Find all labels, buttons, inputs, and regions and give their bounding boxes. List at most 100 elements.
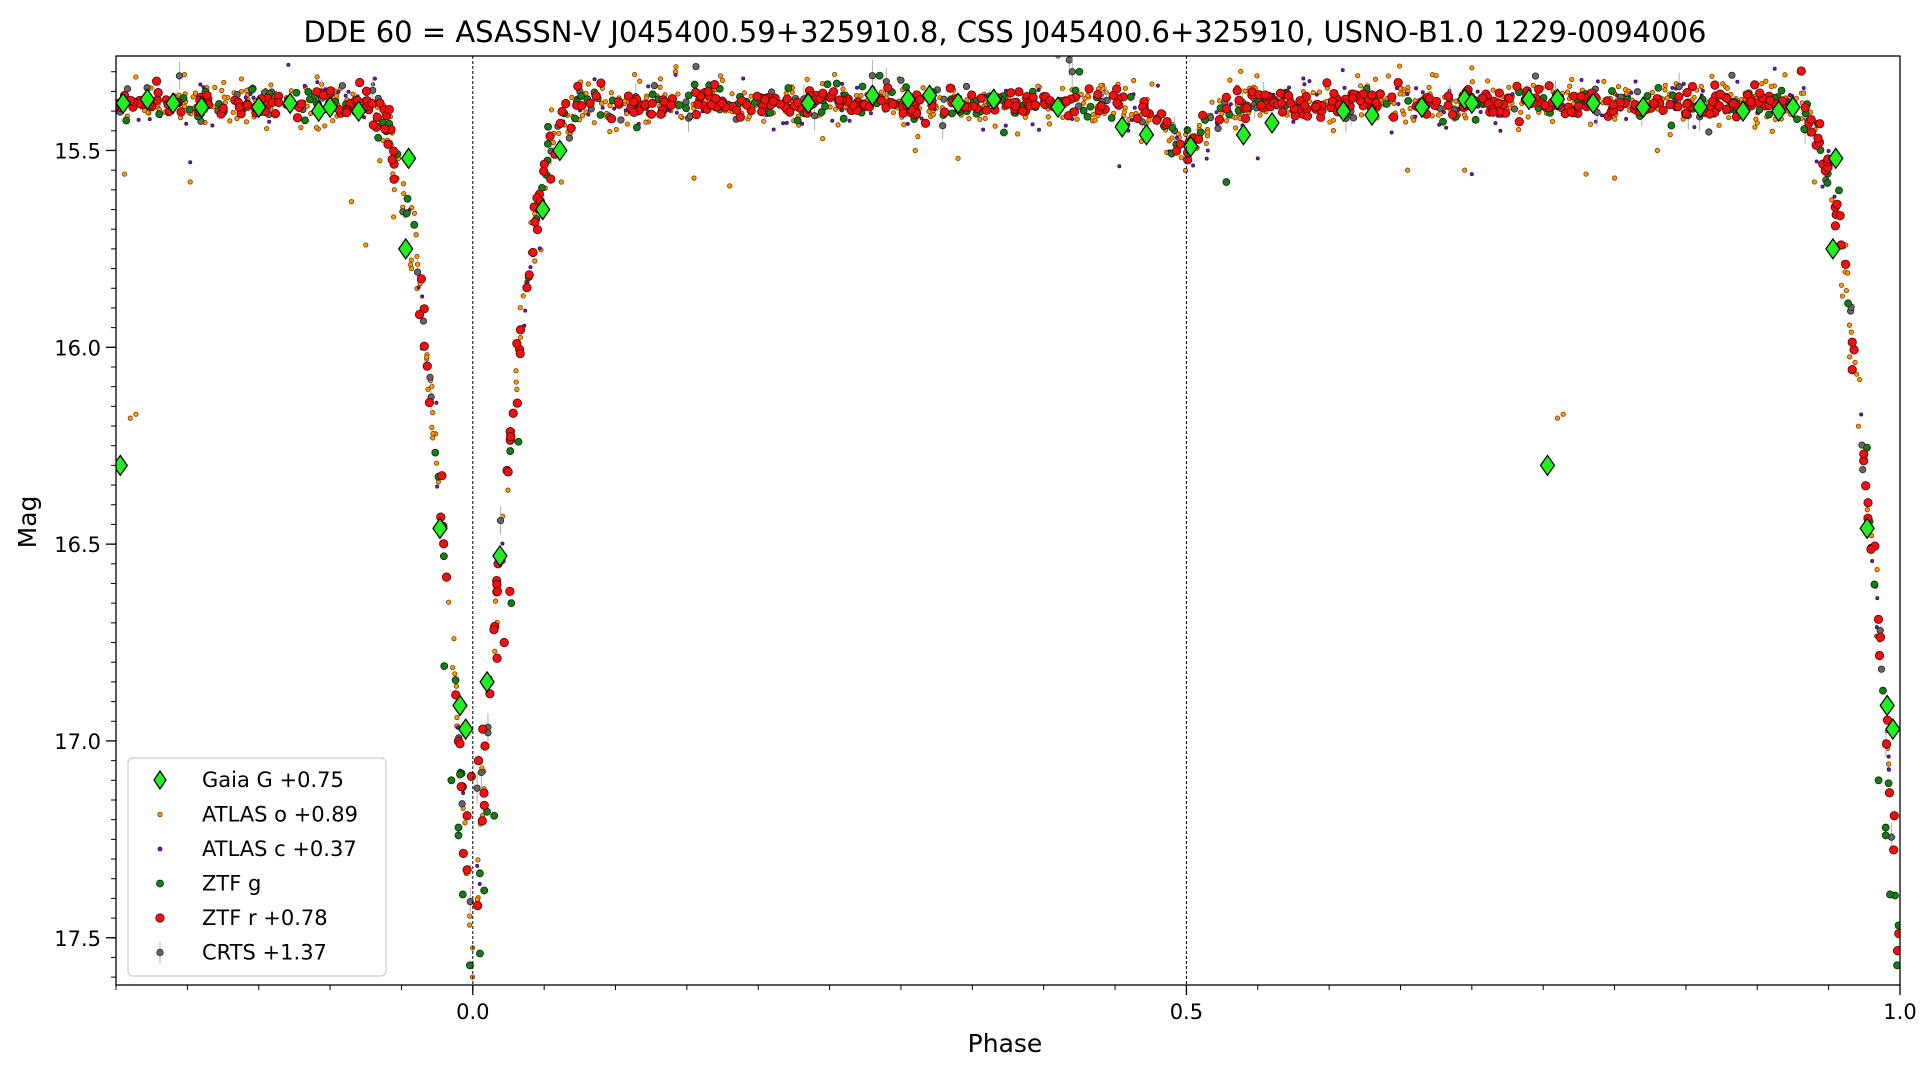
point-ztf-r-22 <box>1375 89 1385 99</box>
point-ztf-r-479 <box>1311 102 1321 112</box>
point-atlas-o-885 <box>1205 129 1211 135</box>
point-ztf-r-430 <box>577 101 587 111</box>
point-ztf-r-628 <box>1889 811 1899 821</box>
point-gaia-g-4 <box>250 96 267 119</box>
point-ztf-g-242 <box>832 79 841 88</box>
point-ztf-r-193 <box>1069 107 1080 117</box>
point-atlas-o-695 <box>429 424 435 430</box>
point-ztf-r-559 <box>818 88 828 98</box>
point-atlas-o-238 <box>1372 76 1379 82</box>
point-ztf-g-139 <box>571 114 579 123</box>
point-atlas-c-35 <box>1735 79 1740 84</box>
point-ztf-r-177 <box>1194 134 1204 144</box>
point-crts--6 <box>413 268 422 276</box>
point-atlas-c-226 <box>612 106 617 111</box>
point-ztf-g-144 <box>402 209 411 218</box>
point-ztf-r-506 <box>1681 109 1691 119</box>
point-gaia-g-18 <box>800 92 816 115</box>
point-atlas-o-43 <box>411 210 418 216</box>
point-atlas-o-871 <box>391 187 397 193</box>
point-atlas-o-846 <box>585 81 591 87</box>
point-atlas-o-956 <box>670 50 674 54</box>
point-crts--120 <box>473 784 481 792</box>
point-ztf-r-605 <box>1566 107 1576 117</box>
point-atlas-c-33 <box>1820 184 1825 189</box>
point-ztf-r-484 <box>1478 93 1488 103</box>
point-atlas-c-101 <box>1396 101 1401 106</box>
point-ztf-r-55 <box>1301 91 1311 102</box>
point-atlas-o-99 <box>901 122 907 128</box>
point-atlas-o-965 <box>1355 73 1361 79</box>
point-ztf-r-552 <box>384 104 394 115</box>
point-ztf-r-599 <box>492 586 503 596</box>
point-atlas-o-743 <box>1209 99 1215 105</box>
point-atlas-o-32 <box>1015 131 1021 137</box>
point-atlas-o-967 <box>1426 84 1432 91</box>
point-atlas-c-19 <box>336 89 341 94</box>
point-ztf-r-372 <box>524 270 534 280</box>
legend-box <box>127 757 387 977</box>
point-gaia-g-46 <box>1825 237 1841 260</box>
point-atlas-o-834 <box>1564 89 1571 95</box>
x-tick-label: 0.0 <box>456 1000 489 1024</box>
point-ztf-r-617 <box>1608 100 1618 110</box>
point-atlas-c-110 <box>1600 113 1605 118</box>
point-ztf-g-50 <box>948 109 956 118</box>
point-ztf-r-226 <box>1873 614 1884 624</box>
point-ztf-r-549 <box>1096 101 1106 111</box>
point-atlas-o-560 <box>1506 84 1512 90</box>
point-atlas-o-197 <box>238 76 245 82</box>
point-ztf-g-142 <box>1765 110 1773 119</box>
point-ztf-r-542 <box>1813 133 1823 143</box>
point-gaia-g-7 <box>322 96 338 119</box>
point-atlas-o-959 <box>727 183 733 189</box>
point-atlas-c-243 <box>1859 412 1864 417</box>
point-atlas-o-942 <box>408 257 415 263</box>
point-crts--89 <box>692 62 700 71</box>
point-ztf-r-481 <box>1322 78 1332 88</box>
point-ztf-r-138 <box>1014 87 1024 97</box>
point-ztf-g-235 <box>476 949 484 958</box>
point-ztf-r-564 <box>915 95 925 105</box>
point-ztf-g-120 <box>1835 186 1843 195</box>
point-atlas-c-258 <box>1788 92 1793 97</box>
legend-label: ZTF g <box>202 872 261 896</box>
point-ztf-r-520 <box>1093 89 1103 100</box>
point-ztf-r-489 <box>1108 90 1118 101</box>
point-atlas-o-676 <box>673 64 679 70</box>
point-ztf-r-46 <box>439 539 449 549</box>
point-ztf-r-314 <box>1240 113 1251 124</box>
point-ztf-r-618 <box>414 309 425 320</box>
point-atlas-c-91 <box>537 246 542 251</box>
point-atlas-o-683 <box>1857 376 1863 383</box>
point-atlas-o-507 <box>678 113 684 119</box>
point-atlas-o-968 <box>1433 73 1439 79</box>
point-ztf-r-566 <box>546 174 556 184</box>
point-ztf-r-212 <box>1847 337 1857 347</box>
point-ztf-r-429 <box>613 97 624 107</box>
point-ztf-r-546 <box>1649 98 1659 109</box>
point-ztf-g-233 <box>458 890 467 899</box>
point-ztf-g-210 <box>1439 117 1447 126</box>
point-atlas-c-238 <box>1875 596 1880 601</box>
point-ztf-r-307 <box>458 848 468 858</box>
point-ztf-r-514 <box>1141 107 1151 118</box>
point-atlas-c-253 <box>1204 156 1209 161</box>
point-atlas-o-435 <box>429 410 436 416</box>
point-atlas-o-898 <box>1216 98 1223 104</box>
point-ztf-g-231 <box>454 831 463 840</box>
point-ztf-g-148 <box>1107 114 1116 122</box>
point-ztf-r-292 <box>375 98 385 108</box>
point-ztf-g-244 <box>1075 67 1084 76</box>
point-atlas-c-176 <box>477 881 482 886</box>
point-atlas-o-281 <box>1612 116 1618 122</box>
point-atlas-c-1 <box>372 76 377 81</box>
point-atlas-o-679 <box>1196 122 1202 128</box>
point-atlas-o-523 <box>832 106 839 112</box>
point-atlas-c-23 <box>420 294 425 299</box>
point-atlas-c-187 <box>771 127 776 132</box>
point-atlas-c-18 <box>184 121 189 126</box>
point-atlas-o-599 <box>1203 140 1209 147</box>
point-ztf-r-452 <box>456 781 466 792</box>
point-atlas-c-83 <box>1307 79 1312 84</box>
